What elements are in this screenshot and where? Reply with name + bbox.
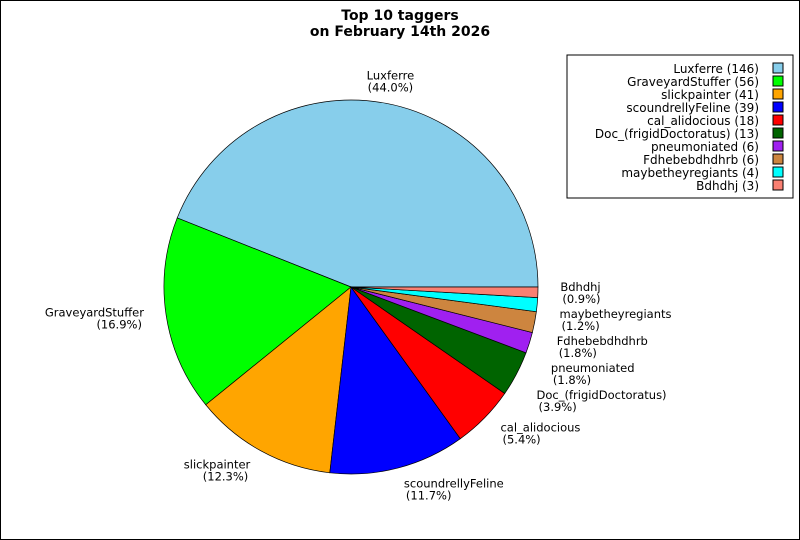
legend-entry-label: Doc_(frigidDoctoratus) (13) (595, 127, 759, 141)
legend-swatch (772, 127, 784, 139)
pie-slice-slickpainter (205, 286, 352, 474)
slice-label: cal_alidocious (500, 421, 580, 435)
legend-entry-label: slickpainter (41) (661, 88, 759, 102)
slice-percent-label: (0.9%) (562, 292, 600, 306)
legend-entry-label: maybetheyregiants (4) (621, 166, 759, 180)
slice-label: scoundrellyFeline (404, 477, 504, 491)
pie-slice-Bdhdhj (350, 286, 539, 298)
legend-swatch (772, 166, 784, 178)
slice-label: GraveyardStuffer (45, 306, 144, 320)
legend-swatch (772, 101, 784, 113)
legend-entry-label: GraveyardStuffer (56) (627, 75, 759, 89)
slice-label: pneumoniated (551, 361, 635, 375)
slice-label: Doc_(frigidDoctoratus) (537, 388, 667, 402)
slice-percent-label: (12.3%) (203, 470, 249, 484)
slice-percent-label: (5.4%) (502, 433, 540, 447)
slice-label: Luxferre (367, 68, 415, 82)
slice-percent-label: (1.2%) (562, 319, 600, 333)
legend-swatch (772, 114, 784, 126)
slice-label: Fdhebebdhdhrb (557, 334, 648, 348)
slice-percent-label: (1.8%) (553, 373, 591, 387)
legend-entry-label: Luxferre (146) (673, 62, 759, 76)
legend-box (566, 54, 794, 199)
legend-entry-label: pneumoniated (6) (651, 140, 759, 154)
pie-slice-Luxferre (176, 99, 539, 288)
slice-percent-label: (1.8%) (559, 346, 597, 360)
pie-slice-scoundrellyFeline (329, 286, 461, 475)
slice-percent-label: (11.7%) (406, 489, 452, 503)
slice-label: maybetheyregiants (560, 307, 672, 321)
slice-label: Bdhdhj (560, 280, 600, 294)
chart-title-line-1: Top 10 taggers (341, 8, 458, 24)
legend-swatch (772, 179, 784, 191)
legend-swatch (772, 88, 784, 100)
legend-swatch (772, 140, 784, 152)
pie-slice-GraveyardStuffer (163, 217, 352, 406)
legend-entry-label: Bdhdhj (3) (696, 179, 759, 193)
legend-entry-label: scoundrellyFeline (39) (626, 101, 759, 115)
legend-swatch (772, 153, 784, 165)
legend-swatch (772, 62, 784, 74)
slice-percent-label: (16.9%) (96, 318, 142, 332)
slice-label: slickpainter (184, 458, 251, 472)
slice-percent-label: (44.0%) (368, 80, 414, 94)
legend-swatch (772, 75, 784, 87)
slice-percent-label: (3.9%) (539, 400, 577, 414)
legend-entry-label: Fdhebebdhdhrb (6) (643, 153, 759, 167)
legend-entry-label: cal_alidocious (18) (647, 114, 759, 128)
chart-title-line-2: on February 14th 2026 (310, 24, 490, 40)
